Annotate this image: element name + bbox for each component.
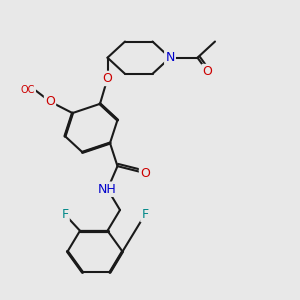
Text: O: O (140, 167, 150, 180)
Text: O: O (202, 65, 212, 78)
Text: NH: NH (98, 183, 117, 196)
Text: F: F (141, 208, 148, 221)
Text: O: O (103, 72, 112, 85)
Text: F: F (61, 208, 69, 221)
Text: N: N (165, 51, 175, 64)
Text: OC: OC (21, 85, 35, 95)
Text: O: O (45, 95, 55, 108)
